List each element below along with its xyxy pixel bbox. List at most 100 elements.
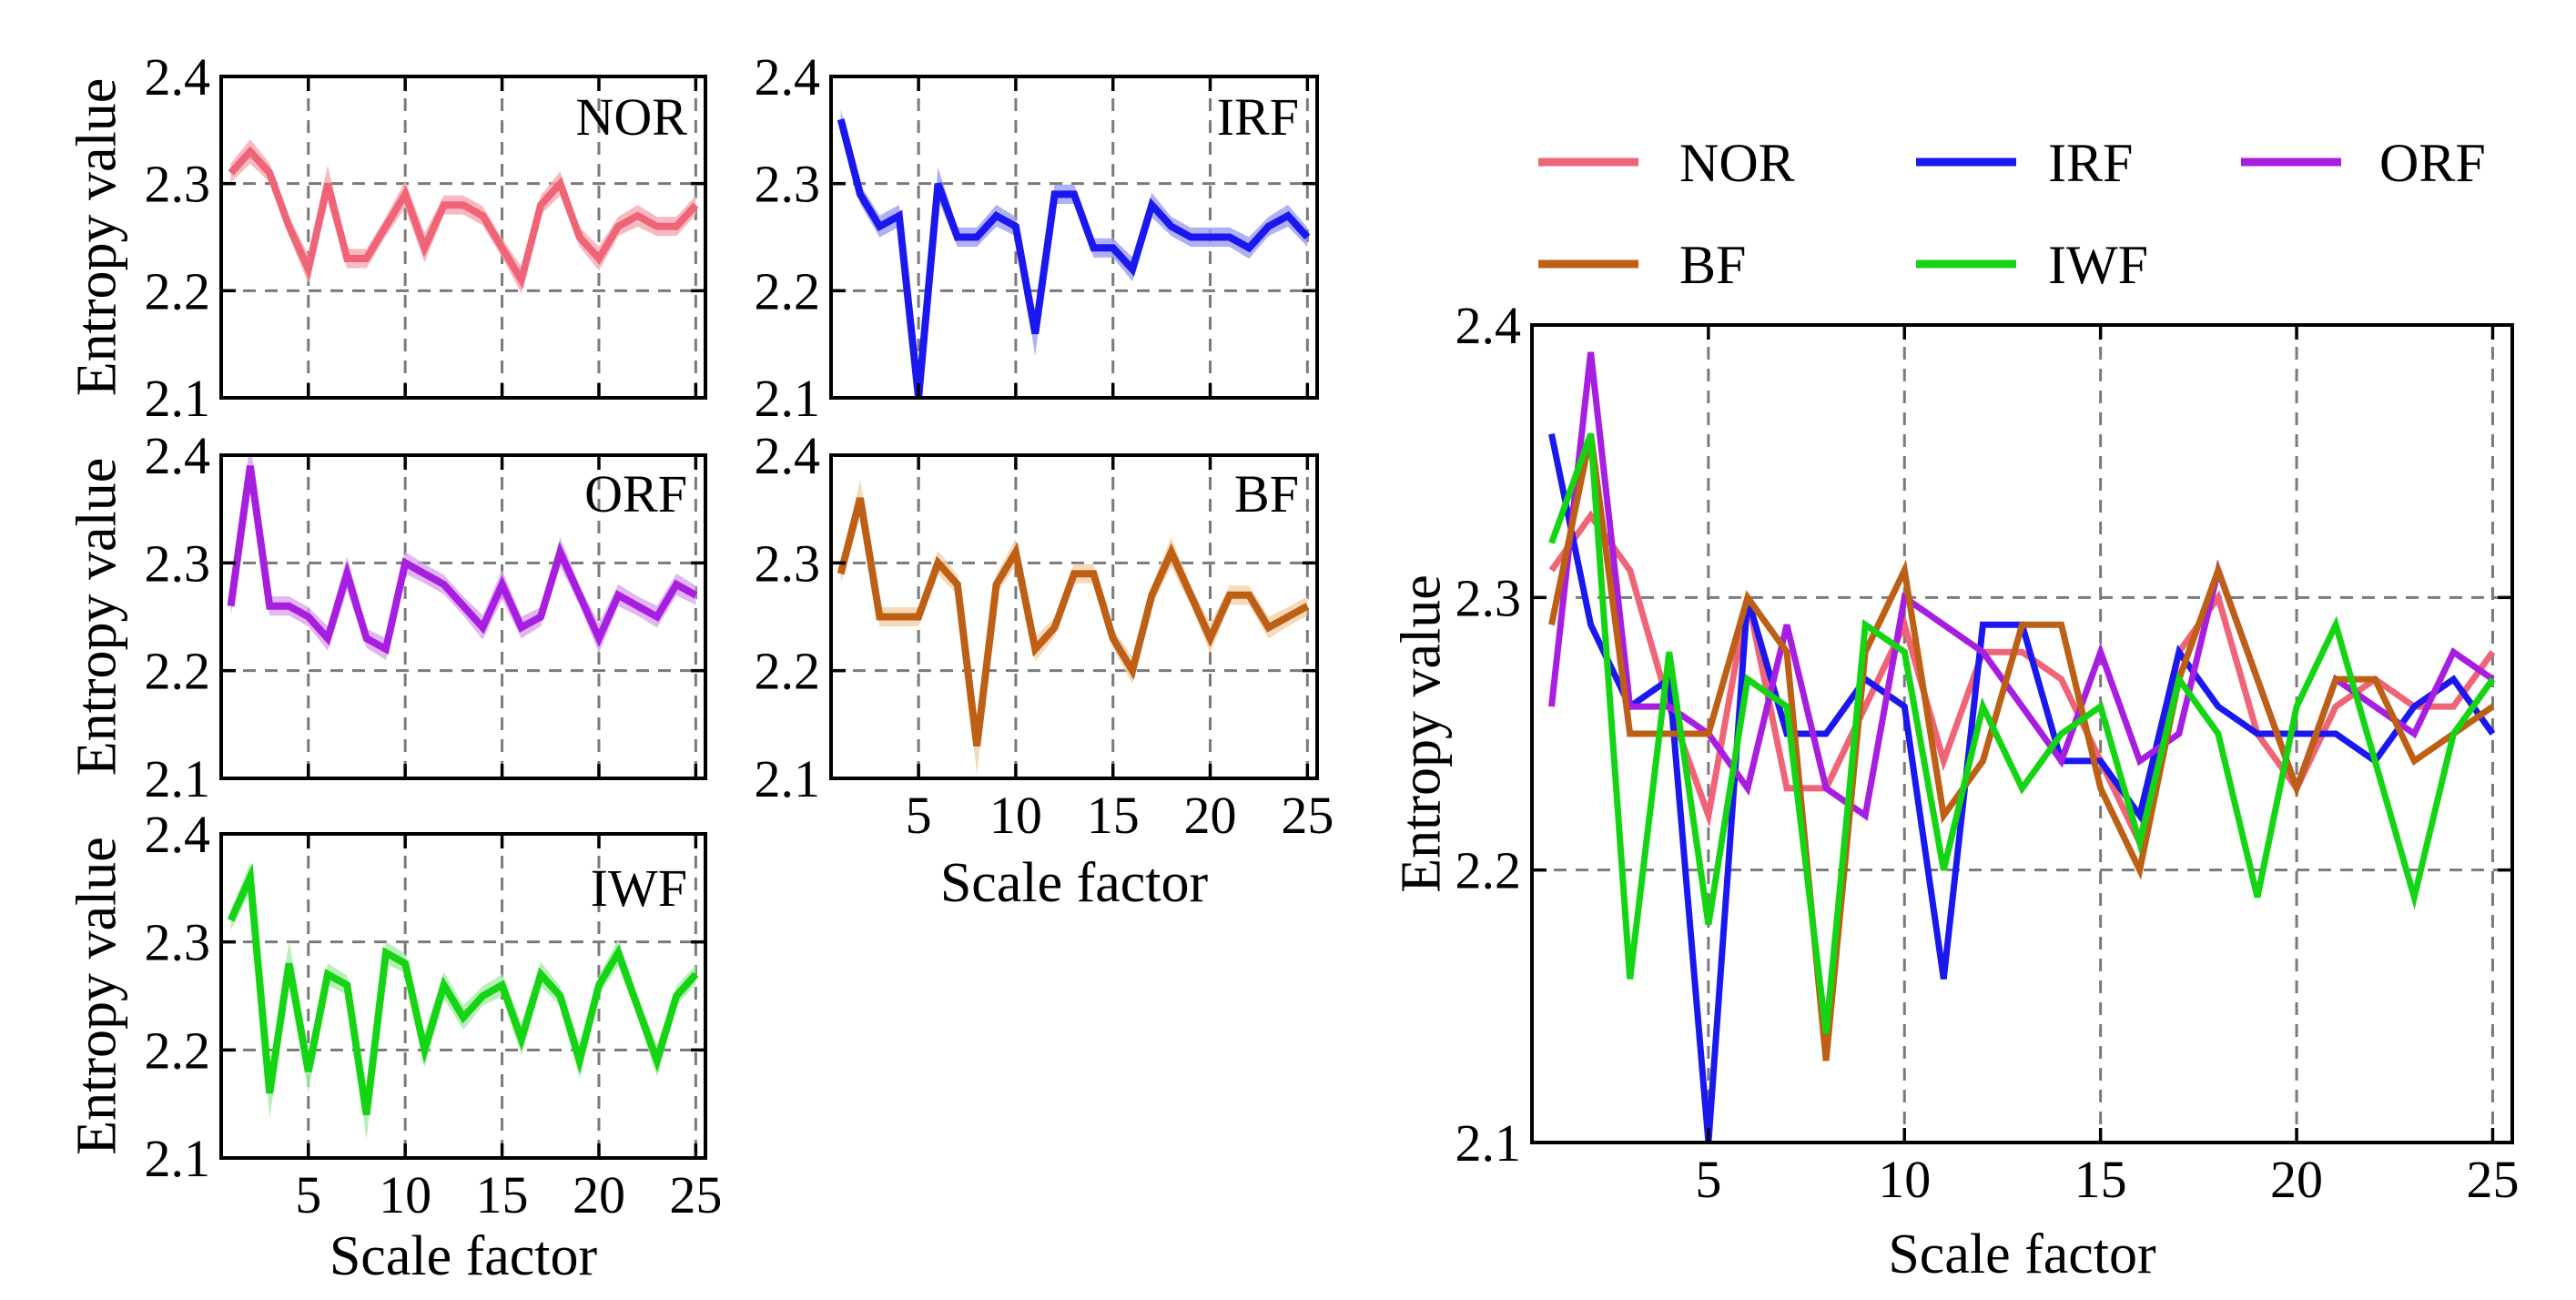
x-tick-label-5: 5	[295, 1165, 321, 1224]
x-tick-label-15: 15	[476, 1165, 529, 1224]
x-tick-label-25: 25	[2466, 1150, 2519, 1209]
series-line-iwf	[227, 862, 699, 1116]
y-tick-label-2.2: 2.2	[755, 642, 821, 701]
y-axis-label-nor: Entropy value	[66, 78, 128, 397]
grid-nor	[221, 76, 705, 398]
plot-area-bf	[837, 479, 1310, 776]
band-nor	[230, 139, 696, 294]
x-axis-label-combined: Scale factor	[1888, 1224, 2156, 1285]
series-line-nor	[228, 146, 699, 289]
y-tick-label-2.3: 2.3	[1455, 568, 1522, 627]
y-tick-label-2.3: 2.3	[145, 155, 211, 214]
ticks-iwf: 5 10 15 20 25 2.1 2.2 2.3 2.4	[145, 805, 723, 1224]
legend-label-iwf: IWF	[2048, 235, 2148, 295]
y-tick-label-2.4: 2.4	[145, 426, 211, 485]
legend-label-orf: ORF	[2379, 133, 2486, 193]
x-axis-label-iwf: Scale factor	[330, 1225, 598, 1287]
panel-nor: 2.1 2.2 2.3 2.4 NOR Entropy value	[66, 47, 707, 428]
series-line-bf	[1548, 432, 2495, 1061]
y-tick-label-2.2: 2.2	[145, 261, 211, 320]
band-bf	[840, 479, 1308, 776]
series-line-orf	[227, 465, 698, 655]
plot-area-iwf	[227, 862, 699, 1141]
grid-combined	[1532, 325, 2512, 1143]
legend-entry-bf: BF	[1538, 235, 1746, 295]
ticks-combined: 5 10 15 20 25 2.1 2.2 2.3 2.4	[1455, 296, 2520, 1209]
legend-entry-orf: ORF	[2241, 133, 2486, 193]
series-line-iwf	[1548, 432, 2496, 1034]
y-tick-label-2.1: 2.1	[1455, 1113, 1522, 1173]
legend-entry-irf: IRF	[1916, 133, 2133, 193]
frame-nor	[219, 75, 707, 400]
legend-label-bf: BF	[1679, 235, 1746, 295]
panel-bf: 5 10 15 20 25 2.1 2.2 2.3 2.4 BF Scale factor	[755, 426, 1334, 914]
series-line-irf	[837, 118, 1311, 398]
x-tick-label-5: 5	[906, 786, 932, 845]
frame-orf	[219, 453, 707, 780]
chart-panels: 2.1 2.2 2.3 2.4 NOR Entropy value 2.1 2.2 2.3 2.4…	[66, 47, 2520, 1287]
y-tick-label-2.2: 2.2	[755, 261, 821, 320]
legend-entry-nor: NOR	[1538, 133, 1795, 193]
y-tick-label-2.3: 2.3	[145, 533, 211, 593]
legend-entry-iwf: IWF	[1916, 235, 2148, 295]
y-tick-label-2.4: 2.4	[145, 805, 211, 864]
x-tick-label-20: 20	[573, 1165, 625, 1224]
x-tick-label-25: 25	[669, 1165, 722, 1224]
x-tick-label-10: 10	[989, 786, 1042, 845]
x-tick-label-20: 20	[2270, 1150, 2323, 1209]
panel-label-bf: BF	[1234, 464, 1299, 523]
y-tick-label-2.2: 2.2	[145, 642, 211, 701]
ticks-nor: 2.1 2.2 2.3 2.4	[145, 47, 705, 428]
ticks-orf: 2.1 2.2 2.3 2.4	[145, 426, 705, 808]
series-line-nor	[1548, 510, 2496, 853]
y-tick-label-2.3: 2.3	[755, 533, 821, 593]
plot-area-orf	[227, 455, 698, 661]
frame-combined	[1530, 323, 2514, 1144]
x-tick-label-20: 20	[1184, 786, 1237, 845]
y-tick-label-2.3: 2.3	[755, 155, 821, 214]
panel-iwf: 5 10 15 20 25 2.1 2.2 2.3 2.4 IWF Entropy value Sca…	[66, 805, 723, 1287]
ticks-bf: 5 10 15 20 25 2.1 2.2 2.3 2.4	[755, 426, 1334, 845]
legend: NOR IRF ORF BF IWF	[1538, 133, 2486, 295]
series-line-bf	[837, 497, 1310, 746]
legend-label-irf: IRF	[2048, 133, 2133, 193]
plot-area-combined	[1548, 351, 2496, 1143]
panel-label-irf: IRF	[1217, 87, 1299, 147]
grid-bf	[831, 455, 1317, 778]
y-tick-label-2.3: 2.3	[145, 913, 211, 972]
x-tick-label-10: 10	[379, 1165, 431, 1224]
y-tick-label-2.1: 2.1	[145, 369, 211, 428]
panel-irf: 2.1 2.2 2.3 2.4 IRF	[755, 47, 1319, 428]
x-tick-label-25: 25	[1281, 786, 1334, 845]
frame-iwf	[219, 832, 707, 1160]
panel-label-nor: NOR	[576, 87, 688, 147]
y-tick-label-2.4: 2.4	[145, 47, 211, 107]
legend-label-nor: NOR	[1679, 133, 1795, 193]
frame-bf	[829, 453, 1319, 780]
y-tick-label-2.4: 2.4	[1455, 296, 1522, 355]
y-axis-label-iwf: Entropy value	[66, 837, 128, 1155]
y-tick-label-2.1: 2.1	[145, 1129, 211, 1188]
y-tick-label-2.1: 2.1	[145, 749, 211, 808]
y-tick-label-2.1: 2.1	[755, 749, 821, 808]
y-tick-label-2.4: 2.4	[755, 47, 821, 107]
ticks-irf: 2.1 2.2 2.3 2.4	[755, 47, 1317, 428]
y-tick-label-2.4: 2.4	[755, 426, 821, 485]
y-tick-label-2.2: 2.2	[145, 1021, 211, 1080]
x-tick-label-15: 15	[2074, 1150, 2127, 1209]
x-tick-label-15: 15	[1087, 786, 1140, 845]
panel-orf: 2.1 2.2 2.3 2.4 ORF Entropy value	[66, 426, 707, 808]
plot-area-nor	[228, 139, 699, 294]
x-tick-label-10: 10	[1878, 1150, 1931, 1209]
y-tick-label-2.1: 2.1	[755, 369, 821, 428]
y-axis-label-combined: Entropy value	[1391, 574, 1453, 893]
y-axis-label-orf: Entropy value	[66, 458, 128, 777]
panel-combined: 5 10 15 20 25 2.1 2.2 2.3 2.4 Entropy value Scale …	[1391, 296, 2520, 1285]
plot-area-irf	[837, 109, 1311, 398]
frame-irf	[829, 75, 1319, 400]
x-axis-label-bf: Scale factor	[940, 852, 1209, 914]
y-tick-label-2.2: 2.2	[1455, 841, 1522, 900]
panel-label-iwf: IWF	[591, 858, 687, 918]
band-irf	[840, 109, 1308, 398]
